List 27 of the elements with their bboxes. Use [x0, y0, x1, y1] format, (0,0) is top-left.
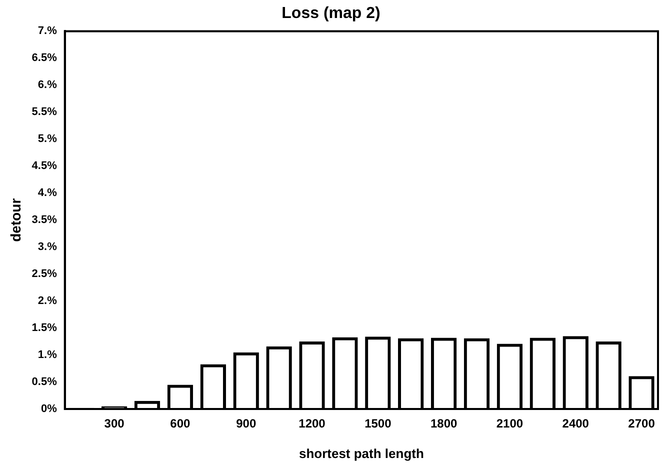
chart-title: Loss (map 2) [282, 5, 380, 22]
y-tick-label: 4.5% [32, 160, 58, 172]
y-tick-label: 5.% [38, 133, 58, 146]
y-tick-label: 3.% [38, 241, 58, 254]
y-axis-title: detour [7, 198, 24, 242]
y-tick-label: 7.% [38, 25, 58, 38]
y-tick-label: 6.5% [32, 52, 58, 64]
x-tick-label: 600 [170, 416, 191, 431]
x-tick-label: 1800 [430, 416, 458, 431]
y-tick-label: 0.5% [32, 376, 58, 388]
x-tick-label: 1200 [298, 416, 326, 431]
y-tick-label: 3.5% [32, 214, 58, 226]
y-tick-label: 4.% [38, 187, 58, 200]
x-tick-label: 2400 [562, 416, 590, 431]
y-tick-label: 2.% [38, 295, 58, 308]
x-tick-label: 2700 [628, 416, 656, 431]
x-tick-label: 900 [236, 416, 256, 431]
x-axis-title: shortest path length [298, 446, 424, 461]
y-tick-label: 0% [40, 403, 58, 416]
y-tick-label: 2.5% [32, 268, 58, 280]
x-tick-label: 2100 [496, 416, 524, 431]
y-tick-label: 1.% [38, 349, 58, 362]
y-tick-label: 5.5% [32, 106, 58, 118]
x-tick-label: 1500 [364, 416, 392, 431]
y-tick-label: 1.5% [32, 322, 58, 334]
y-tick-label: 6.% [38, 79, 58, 92]
x-tick-label: 300 [104, 416, 125, 431]
